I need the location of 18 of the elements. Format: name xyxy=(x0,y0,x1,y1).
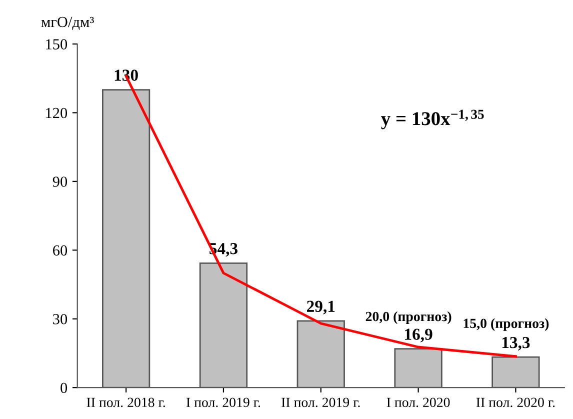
data-label: 29,1 xyxy=(306,300,335,314)
x-tick-label: II пол. 2020 г. xyxy=(476,398,555,408)
y-tick-label: 60 xyxy=(53,245,68,256)
data-label: 16,9 xyxy=(405,328,432,342)
data-label: 13,3 xyxy=(502,336,530,351)
x-tick-label: II пол. 2018 г. xyxy=(86,398,165,408)
annotation: 15,0 (прогноз) xyxy=(464,318,549,331)
y-tick-label: 90 xyxy=(52,176,68,187)
x-tick-label: II пол. 2019 г. xyxy=(282,398,360,408)
y-tick-label: 150 xyxy=(46,39,68,50)
y-tick-label: 0 xyxy=(60,382,68,394)
annotation: 20,0 (прогноз) xyxy=(366,311,452,324)
y-tick-label: 120 xyxy=(46,108,68,118)
annotation: y = 130x$^{−1,35}$ xyxy=(381,110,484,130)
y-axis-title: мгО/дм³ xyxy=(41,16,94,30)
x-tick-label: I пол. 2020 xyxy=(386,398,450,408)
x-tick-label: I пол. 2019 г. xyxy=(186,398,260,408)
y-tick-label: 30 xyxy=(53,314,68,324)
